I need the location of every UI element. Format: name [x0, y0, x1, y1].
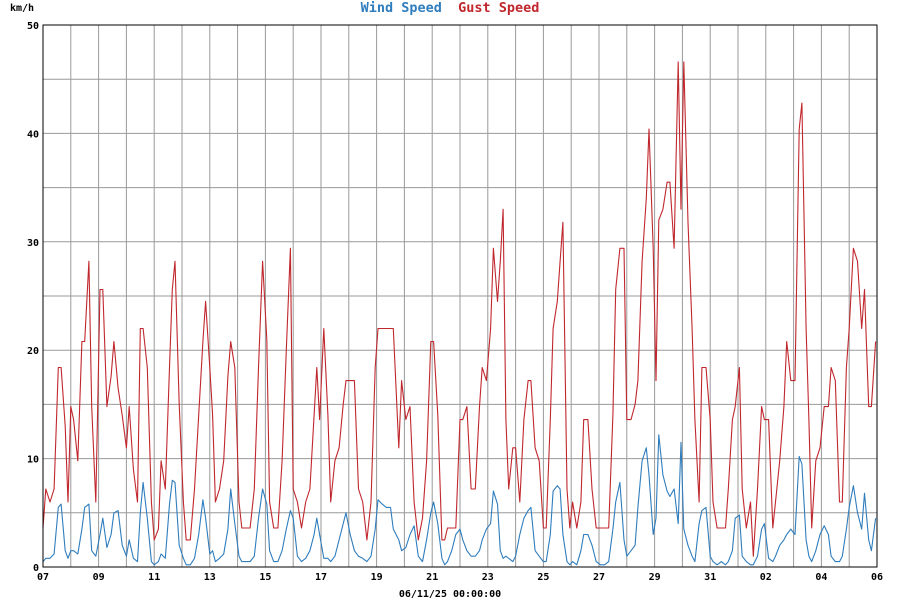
y-tick-label: 0: [33, 563, 39, 574]
series-line-gust-speed: [42, 61, 877, 557]
title-gust-speed: Gust Speed: [458, 0, 539, 16]
chart-grid: [43, 25, 877, 567]
x-tick-label: 15: [259, 572, 271, 583]
x-axis-label: 06/11/25 00:00:00: [399, 589, 501, 600]
y-tick-label: 10: [27, 455, 39, 466]
x-tick-label: 17: [315, 572, 327, 583]
x-tick-label: 23: [482, 572, 494, 583]
y-axis-unit-label: km/h: [10, 3, 34, 14]
y-axis-ticks: 0 10 20 30 40 50: [27, 21, 39, 574]
x-axis-ticks: 07 09 11 13 15 17 19 21 23 25 27 29 31 02 04 06: [37, 572, 883, 583]
x-tick-label: 06: [871, 572, 883, 583]
x-tick-label: 27: [593, 572, 605, 583]
title-wind-speed: Wind Speed: [361, 0, 442, 16]
plot-frame: [42, 24, 878, 568]
x-tick-label: 31: [704, 572, 716, 583]
series-line-wind-speed: [42, 434, 877, 566]
x-tick-label: 13: [204, 572, 216, 583]
y-tick-label: 40: [27, 129, 39, 140]
y-tick-label: 50: [27, 21, 39, 32]
x-tick-label: 11: [148, 572, 160, 583]
x-tick-label: 02: [760, 572, 772, 583]
x-tick-label: 21: [426, 572, 438, 583]
x-tick-label: 25: [537, 572, 549, 583]
x-tick-label: 29: [649, 572, 661, 583]
x-tick-label: 19: [371, 572, 383, 583]
y-tick-label: 20: [27, 346, 39, 357]
chart-title: Wind Speed Gust Speed: [361, 0, 540, 16]
y-tick-label: 30: [27, 238, 39, 249]
x-tick-label: 09: [93, 572, 105, 583]
x-tick-label: 07: [37, 572, 49, 583]
x-tick-label: 04: [815, 572, 827, 583]
chart-series: [42, 61, 877, 566]
